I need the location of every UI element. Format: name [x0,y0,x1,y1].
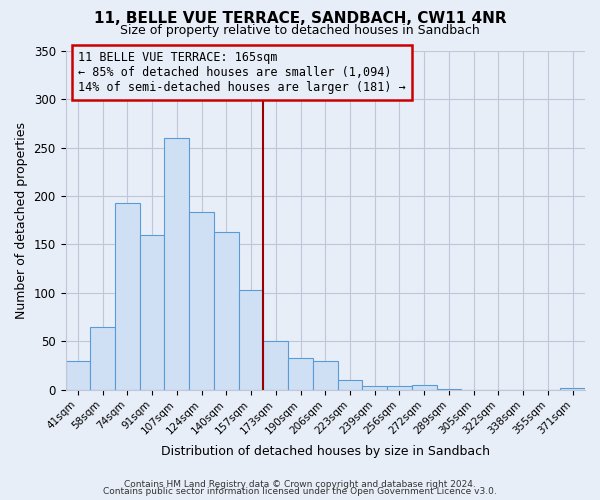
Bar [313,360,338,390]
Bar [189,212,214,390]
Bar [437,388,461,390]
Bar [263,341,288,390]
Bar [140,235,164,390]
Text: 11 BELLE VUE TERRACE: 165sqm
← 85% of detached houses are smaller (1,094)
14% of: 11 BELLE VUE TERRACE: 165sqm ← 85% of de… [78,51,406,94]
Bar [115,203,140,390]
Text: 11, BELLE VUE TERRACE, SANDBACH, CW11 4NR: 11, BELLE VUE TERRACE, SANDBACH, CW11 4N… [94,11,506,26]
X-axis label: Distribution of detached houses by size in Sandbach: Distribution of detached houses by size … [161,444,490,458]
Bar [387,386,412,390]
Bar [560,388,585,390]
Bar [338,380,362,390]
Y-axis label: Number of detached properties: Number of detached properties [15,122,28,319]
Bar [164,138,189,390]
Bar [362,386,387,390]
Bar [239,290,263,390]
Bar [288,358,313,390]
Text: Contains public sector information licensed under the Open Government Licence v3: Contains public sector information licen… [103,487,497,496]
Text: Contains HM Land Registry data © Crown copyright and database right 2024.: Contains HM Land Registry data © Crown c… [124,480,476,489]
Bar [65,360,90,390]
Bar [214,232,239,390]
Text: Size of property relative to detached houses in Sandbach: Size of property relative to detached ho… [120,24,480,37]
Bar [90,326,115,390]
Bar [412,384,437,390]
